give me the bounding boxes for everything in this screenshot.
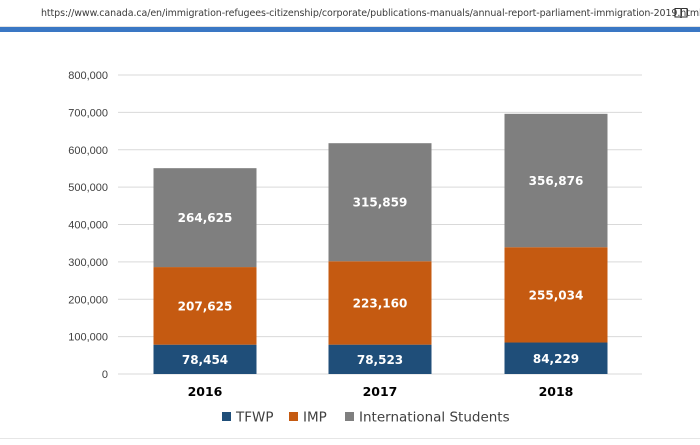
y-tick-label: 500,000	[68, 182, 108, 194]
data-label-tfwp-2018: 84,229	[533, 352, 579, 366]
site-accent-bar	[0, 27, 700, 32]
y-tick-label: 100,000	[68, 332, 108, 344]
data-label-imp-2017: 223,160	[353, 296, 408, 310]
y-tick-label: 700,000	[68, 107, 108, 119]
y-tick-label: 600,000	[68, 145, 108, 157]
book-icon[interactable]	[674, 7, 688, 19]
page-divider	[0, 438, 700, 439]
x-category-label: 2016	[188, 384, 223, 399]
bar-tfwp-2018	[504, 342, 608, 374]
x-axis-categories: 2016 2017 2018	[188, 384, 574, 399]
address-bar-url[interactable]: https://www.canada.ca/en/immigration-ref…	[41, 7, 700, 19]
data-label-international-students-2017: 315,859	[353, 196, 408, 210]
bar-tfwp-2017	[328, 344, 432, 374]
legend-label-tfwp: TFWP	[235, 410, 274, 426]
legend-swatch-international-students	[345, 412, 354, 421]
bar-imp-2017	[328, 261, 432, 345]
data-label-international-students-2018: 356,876	[529, 174, 584, 188]
data-labels: 78,454 207,625 264,625 78,523 223,160 315,859…	[178, 174, 584, 367]
browser-toolbar: https://www.canada.ca/en/immigration-ref…	[0, 0, 700, 27]
data-label-international-students-2016: 264,625	[178, 211, 233, 225]
legend-label-imp: IMP	[303, 410, 327, 426]
y-tick-label: 200,000	[68, 294, 108, 306]
legend: TFWP IMP International Students	[222, 410, 510, 426]
stacked-bar-chart: 0 100,000 200,000 300,000 400,000 500,000 600,…	[68, 70, 642, 426]
y-tick-label: 400,000	[68, 220, 108, 232]
x-category-label: 2018	[539, 384, 574, 399]
y-tick-label: 0	[102, 369, 108, 381]
data-label-tfwp-2017: 78,523	[357, 353, 403, 367]
data-label-tfwp-2016: 78,454	[182, 353, 228, 367]
data-label-imp-2018: 255,034	[529, 288, 584, 302]
y-tick-label: 300,000	[68, 257, 108, 269]
bar-international-students-2017	[328, 143, 432, 262]
y-axis-ticks: 0 100,000 200,000 300,000 400,000 500,000 600,…	[68, 70, 108, 381]
legend-swatch-tfwp	[222, 412, 231, 421]
bar-imp-2018	[504, 247, 608, 343]
x-category-label: 2017	[363, 384, 398, 399]
bar-international-students-2018	[504, 113, 608, 248]
data-label-imp-2016: 207,625	[178, 299, 233, 313]
bars	[153, 113, 608, 374]
legend-label-international-students: International Students	[359, 410, 510, 426]
y-tick-label: 800,000	[68, 70, 108, 82]
bar-international-students-2016	[153, 168, 257, 268]
legend-swatch-imp	[289, 412, 298, 421]
bar-imp-2016	[153, 267, 257, 345]
bar-tfwp-2016	[153, 344, 257, 374]
